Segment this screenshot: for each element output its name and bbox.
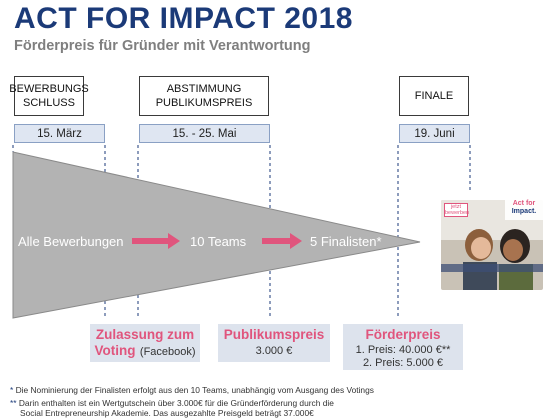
footnote-2-mark: **	[10, 398, 17, 408]
phase-date-2: 15. - 25. Mai	[139, 124, 270, 143]
summary-funding-prize: Förderpreis 1. Preis: 40.000 €** 2. Prei…	[343, 324, 463, 370]
funnel-shape	[12, 151, 421, 319]
summary-funding-head: Förderpreis	[365, 327, 441, 342]
phase-3-line1: FINALE	[414, 90, 454, 102]
flow-stage-10-teams: 10 Teams	[190, 234, 247, 249]
footnote-2-line2: Social Entrepreneurship Akademie. Das au…	[20, 408, 314, 418]
page-subtitle: Förderpreis für Gründer mit Verantwortun…	[14, 38, 311, 54]
footnote-1: * Die Nominierung der Finalisten erfolgt…	[10, 385, 374, 395]
phase-label-application-deadline: BEWERBUNGS SCHLUSS	[9, 76, 89, 116]
apply-now-tag: jetzt bewerben	[444, 203, 470, 217]
logo-line2: Impact.	[511, 208, 537, 215]
page-title: ACT FOR IMPACT 2018	[14, 2, 353, 35]
arrow-2-head	[290, 233, 302, 249]
phase-date-3: 19. Juni	[399, 124, 470, 143]
summary-audience-amount: 3.000 €	[255, 345, 293, 357]
footnote-2-line1: Darin enthalten ist ein Wertgutschein üb…	[18, 398, 334, 408]
summary-voting-head-line1: Zulassung zum	[95, 327, 195, 342]
flow-stage-5-finalists: 5 Finalisten*	[310, 234, 382, 249]
logo-line1: Act for	[512, 200, 536, 207]
summary-voting-admission: Zulassung zum Voting (Facebook)	[90, 324, 200, 362]
arrow-1-shaft	[132, 238, 170, 244]
phase-label-voting: ABSTIMMUNG PUBLIKUMSPREIS	[139, 76, 269, 116]
summary-funding-second: 2. Preis: 5.000 €	[362, 357, 444, 369]
arrow-1-head	[168, 233, 180, 249]
phase-2-line1: ABSTIMMUNG	[166, 83, 242, 95]
phase-date-1: 15. März	[14, 124, 105, 143]
apply-now-line1: jetzt	[450, 204, 462, 210]
summary-funding-first: 1. Preis: 40.000 €**	[355, 344, 451, 356]
phase-1-line2: SCHLUSS	[23, 97, 75, 109]
flow-stage-all-applications: Alle Bewerbungen	[18, 234, 124, 249]
phase-2-line2: PUBLIKUMSPREIS	[155, 97, 253, 109]
arrow-2-shaft	[262, 238, 292, 244]
footnote-1-mark: *	[10, 385, 14, 395]
phase-1-line1: BEWERBUNGS	[9, 83, 89, 95]
summary-voting-sub: (Facebook)	[139, 346, 196, 358]
footnote-2-continued: Social Entrepreneurship Akademie. Das au…	[20, 408, 314, 418]
summary-voting-head-line2: Voting	[94, 343, 136, 358]
footnote-2: ** Darin enthalten ist ein Wertgutschein…	[10, 398, 334, 408]
summary-audience-head: Publikumspreis	[223, 327, 325, 342]
apply-now-line2: bewerben	[445, 210, 470, 216]
phase-label-finale: FINALE	[399, 76, 469, 116]
act-for-impact-logo: Act for Impact.	[505, 200, 543, 220]
footnote-1-text: Die Nominierung der Finalisten erfolgt a…	[15, 385, 374, 395]
summary-audience-prize: Publikumspreis 3.000 €	[218, 324, 330, 362]
